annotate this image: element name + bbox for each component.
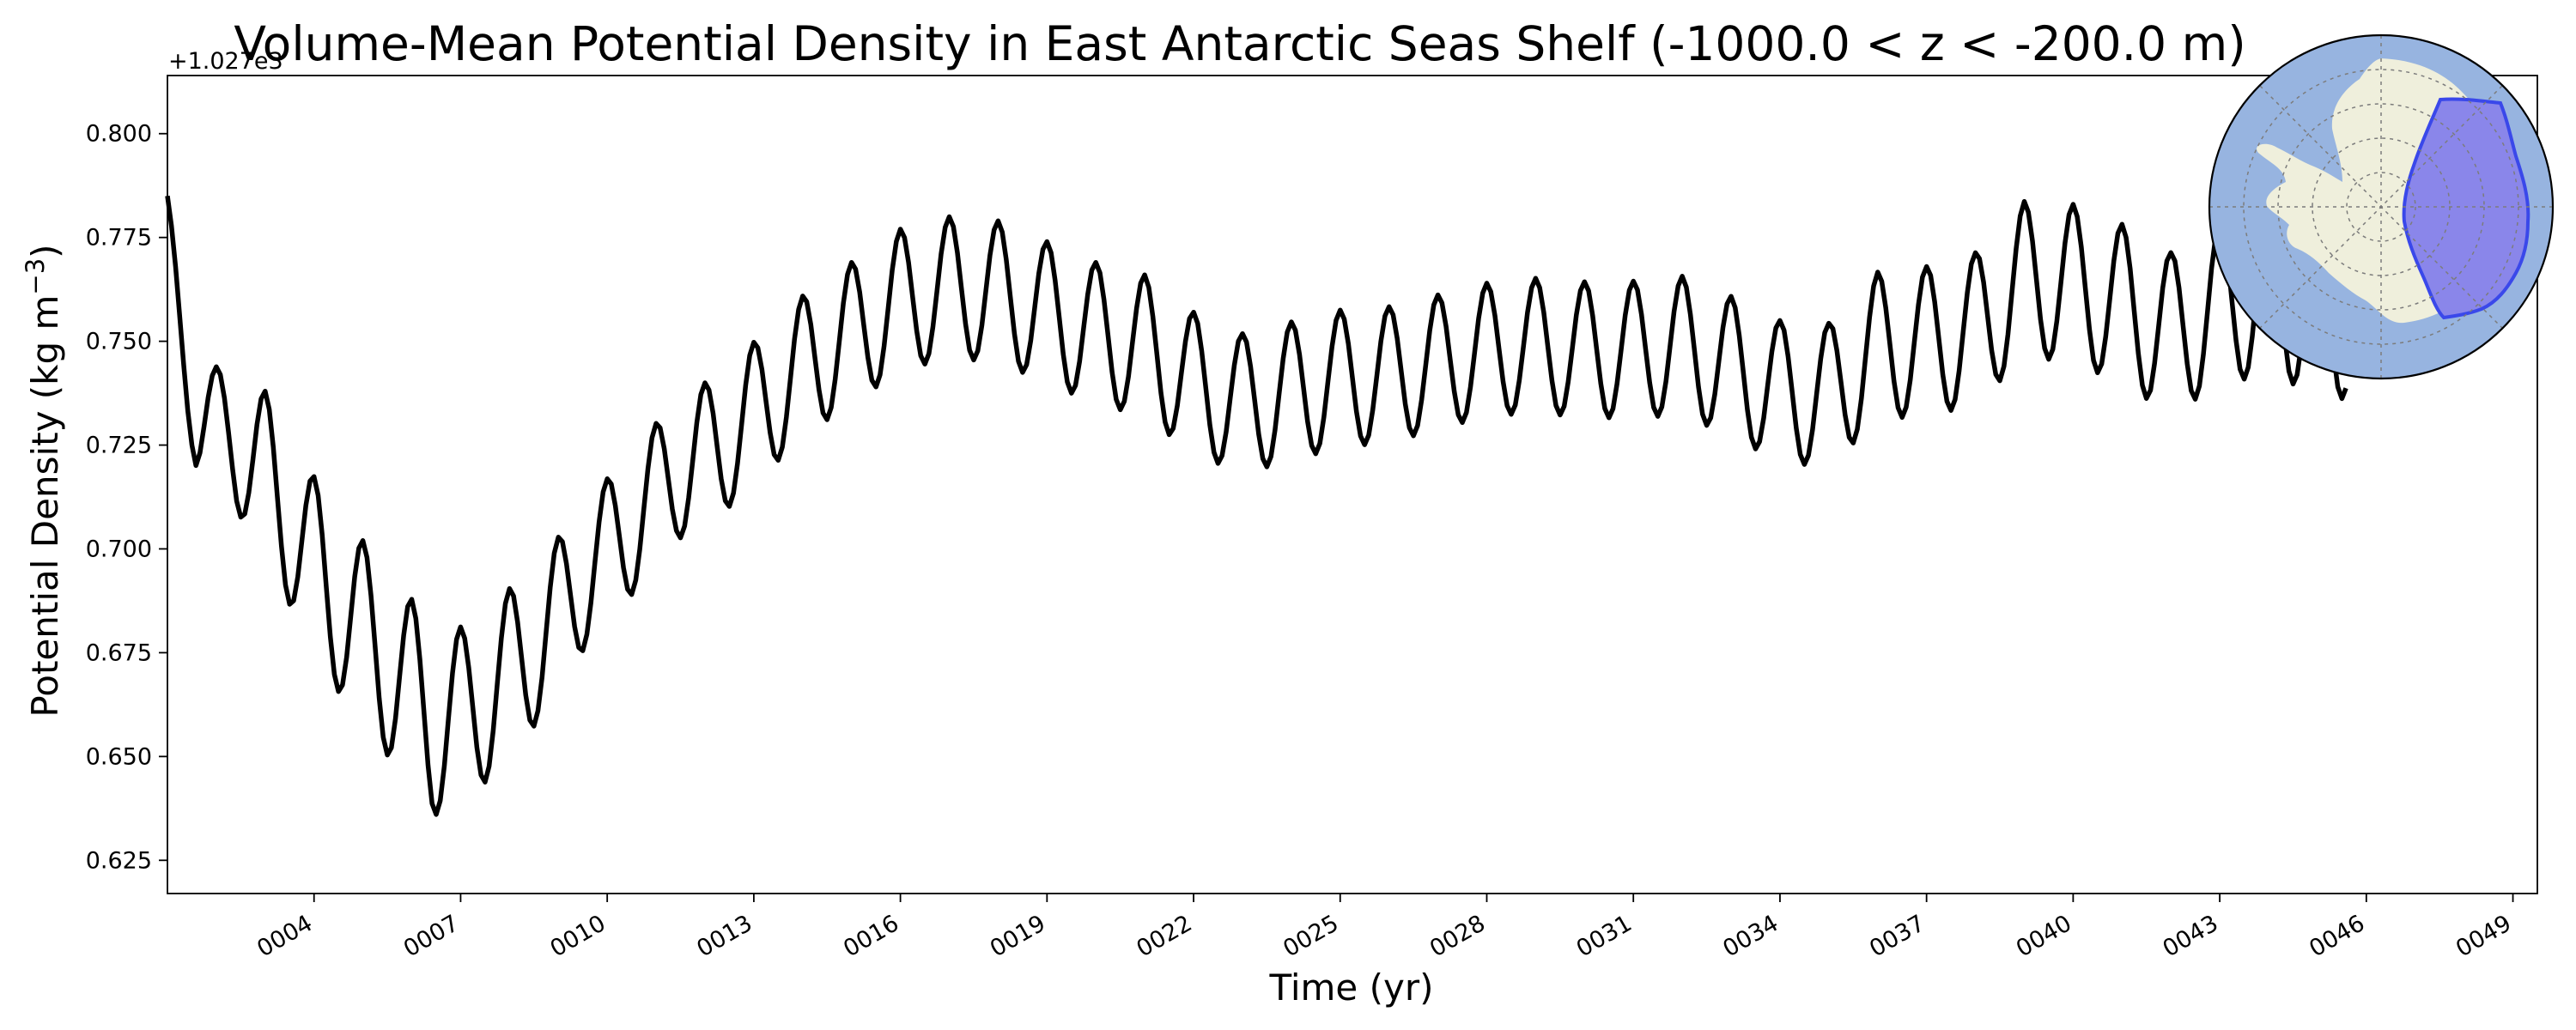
y-axis-label: Potential Density (kg m−3) (21, 244, 66, 717)
x-tick-label: 0037 (1865, 910, 1929, 962)
x-tick-label: 0049 (2451, 910, 2516, 962)
y-tick-label: 0.650 (86, 743, 152, 770)
x-tick-label: 0031 (1572, 910, 1637, 962)
x-tick-label: 0043 (2159, 910, 2223, 962)
x-tick-label: 0007 (399, 910, 464, 962)
x-tick-label: 0019 (986, 910, 1050, 962)
y-axis-offset-label: +1.027e3 (168, 48, 283, 75)
plot-area (167, 75, 2538, 894)
y-tick-label: 0.775 (86, 225, 152, 251)
series-line (165, 195, 2348, 817)
x-tick-label: 0040 (2012, 910, 2076, 962)
x-axis-label: Time (yr) (1268, 966, 1433, 1009)
y-axis-label-main: Potential Density (kg m (24, 295, 66, 718)
y-axis-label-exponent: −3 (21, 258, 50, 295)
x-tick-label: 0034 (1718, 910, 1783, 962)
y-tick-label: 0.750 (86, 329, 152, 355)
x-tick-label: 0025 (1279, 910, 1343, 962)
plot-frame (167, 75, 2538, 894)
y-tick-label: 0.725 (86, 433, 152, 459)
y-tick-label: 0.625 (86, 847, 152, 874)
y-tick-label: 0.700 (86, 536, 152, 562)
x-tick-label: 0046 (2305, 910, 2369, 962)
x-tick-label: 0028 (1425, 910, 1490, 962)
x-tick-label: 0010 (546, 910, 611, 962)
inset-graticule (2209, 35, 2553, 379)
chart-title: Volume-Mean Potential Density in East An… (234, 16, 2245, 71)
x-tick-label: 0004 (252, 910, 317, 962)
y-axis-label-close: ) (24, 244, 66, 258)
x-tick-label: 0013 (692, 910, 756, 962)
inset-map (2208, 33, 2555, 380)
x-tick-label: 0022 (1133, 910, 1197, 962)
x-axis: 0004 0007 0010 0013 0016 0019 0022 0025 0028 0031… (252, 894, 2516, 962)
x-tick-label: 0016 (839, 910, 903, 962)
y-tick-label: 0.675 (86, 639, 152, 666)
y-tick-label: 0.800 (86, 121, 152, 148)
inset-border (2208, 33, 2555, 380)
y-axis: 0.625 0.650 0.675 0.700 0.725 0.750 0.775 0.800 (86, 121, 167, 874)
series-layer (165, 195, 2348, 817)
